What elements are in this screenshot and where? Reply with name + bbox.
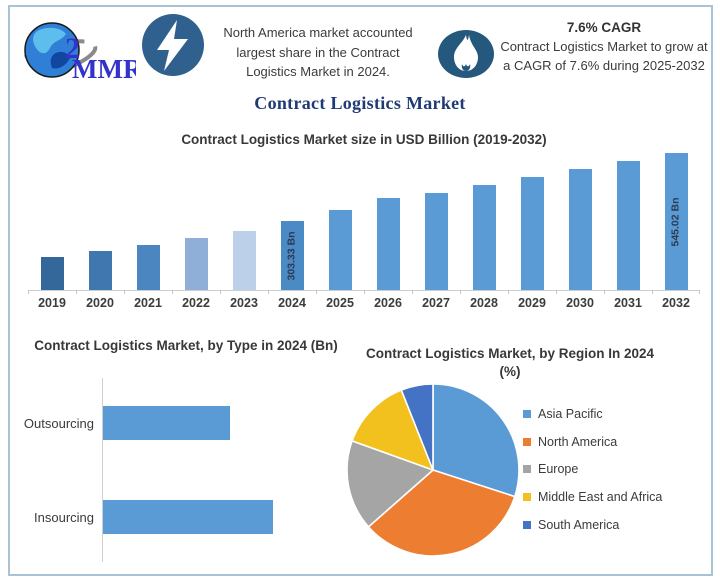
axis-tick [28,290,29,294]
bar-2020 [88,251,112,290]
axis-tick [268,290,269,294]
header-note: North America market accounted largest s… [223,25,413,79]
legend-item-middle-east-and-africa: Middle East and Africa [523,490,662,504]
axis-tick [172,290,173,294]
x-tick-label-2020: 2020 [86,296,114,310]
legend-label: Asia Pacific [538,407,603,421]
region-chart-title: Contract Logistics Market, by Region In … [365,346,655,380]
axis-tick [652,290,653,294]
type-chart-axis [102,378,103,562]
pie-slice-north-america [367,469,516,557]
legend-swatch [523,465,531,474]
axis-tick [220,290,221,294]
x-tick-label-2024: 2024 [278,296,306,310]
x-tick-label-2025: 2025 [326,296,354,310]
legend-label: North America [538,434,618,449]
legend-swatch [523,437,531,446]
cagr-title: 7.6% CAGR [566,20,642,35]
bar-2030 [568,169,592,290]
pie-slice-asia-pacific [432,383,520,498]
lightning-icon [142,14,204,76]
legend-swatch [523,493,531,502]
legend-swatch [523,410,531,418]
legend-item-asia-pacific: Asia Pacific [523,407,603,421]
axis-tick [364,290,365,294]
globe-continent-2 [50,51,70,69]
bar-2021 [136,245,160,290]
bar-value-label: 545.02 Bn [670,196,682,247]
x-tick-label-2023: 2023 [230,296,258,310]
legend-item-south-america: South America [523,518,619,532]
x-tick-label-2021: 2021 [134,296,162,310]
x-tick-label-2028: 2028 [470,296,498,310]
legend-label: Middle East and Africa [538,490,663,505]
legend-swatch [523,520,531,529]
axis-tick [699,290,700,294]
pie-slice-middle-east-and-africa [351,389,435,472]
axis-tick [76,290,77,294]
bar-2024: 303.33 Bn [280,221,304,290]
bar-2032: 545.02 Bn [664,153,688,290]
category-label-insourcing: Insourcing [34,510,94,525]
mmr-logo: 2 MMR [10,22,136,82]
x-tick-label-2022: 2022 [182,296,210,310]
cagr-text: Contract Logistics Market to grow at a C… [500,39,708,73]
bar-2031 [616,161,640,290]
axis-tick [556,290,557,294]
legend-label: Europe [538,462,579,477]
logo-text: MMR [72,54,136,82]
x-tick-label-2027: 2027 [422,296,450,310]
legend-label: South America [538,517,620,532]
axis-tick [604,290,605,294]
bar-2023 [232,231,256,290]
axis-tick [316,290,317,294]
bar-2029 [520,177,544,290]
x-tick-label-2026: 2026 [374,296,402,310]
type-chart-title: Contract Logistics Market, by Type in 20… [34,338,338,353]
main-bar-chart: 2019 2020 2021 2022 2023 303.33 Bn 2024 2025 202… [28,150,700,310]
category-label-outsourcing: Outsourcing [23,416,94,431]
bar-insourcing [103,500,273,534]
bar-value-label: 303.33 Bn [286,230,298,281]
bar-outsourcing [103,406,230,440]
legend-item-north-america: North America [523,435,617,449]
x-tick-label-2031: 2031 [614,296,642,310]
region-pie-chart [346,383,520,557]
globe-continent [33,27,66,54]
x-tick-label-2029: 2029 [518,296,546,310]
x-tick-label-2019: 2019 [38,296,66,310]
bar-2026 [376,198,400,290]
bar-2022 [184,238,208,290]
logo-2-glyph: 2 [65,32,80,65]
axis-tick [124,290,125,294]
bar-2028 [472,185,496,290]
legend-item-europe: Europe [523,462,578,476]
axis-tick [412,290,413,294]
x-tick-label-2032: 2032 [662,296,690,310]
page-title: Contract Logistics Market [254,93,466,113]
axis-tick [508,290,509,294]
flame-icon [438,30,494,78]
main-chart-title: Contract Logistics Market size in USD Bi… [181,132,547,147]
bar-2025 [328,210,352,290]
cagr-block: 7.6% CAGR Contract Logistics Market to g… [497,20,711,76]
bar-2019 [40,257,64,290]
bar-2027 [424,193,448,290]
x-tick-label-2030: 2030 [566,296,594,310]
axis-tick [460,290,461,294]
pie-slice-south-america [400,383,434,471]
